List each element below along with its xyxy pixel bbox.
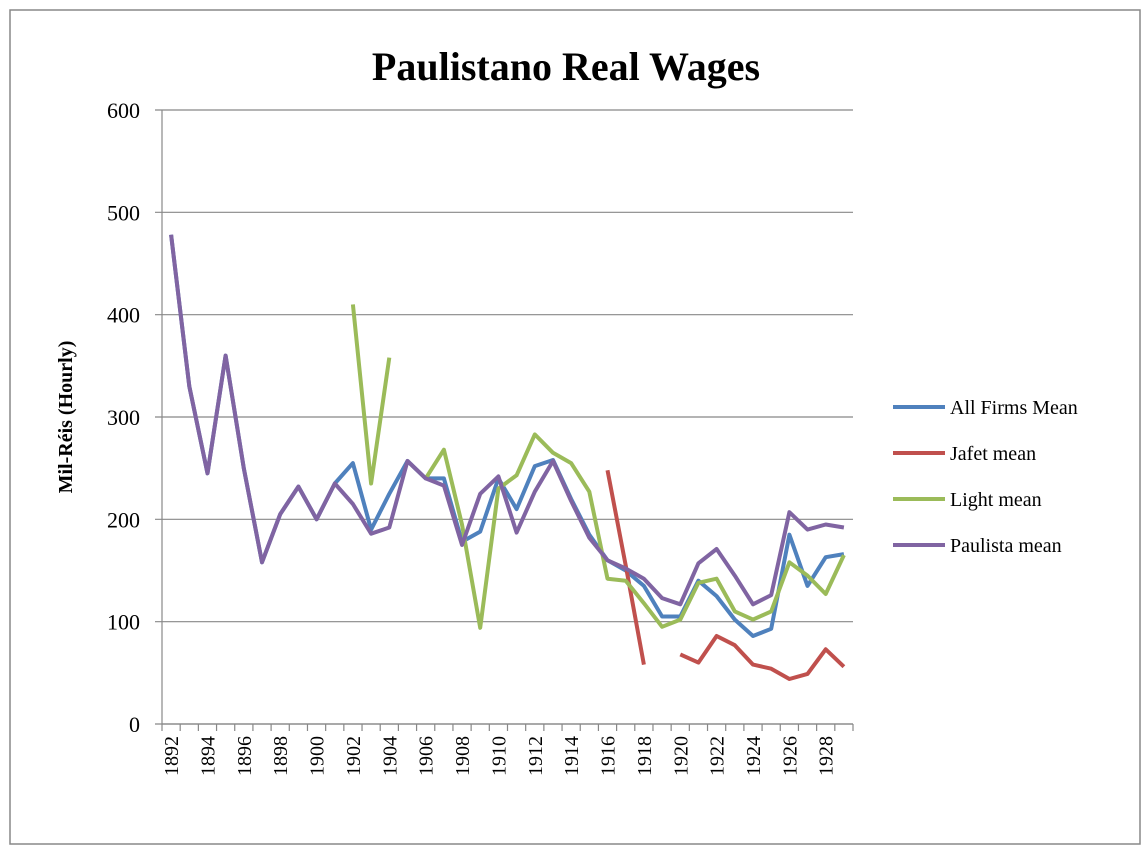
x-tick-label: 1900: [307, 736, 329, 776]
chart-title: Paulistano Real Wages: [372, 44, 760, 89]
y-tick-label: 0: [129, 712, 140, 737]
x-tick-label: 1916: [598, 736, 620, 776]
series-line: [350, 304, 846, 630]
series-line: [605, 469, 846, 681]
x-tick-label: 1914: [561, 736, 583, 776]
y-tick-label: 200: [107, 507, 140, 532]
x-tick-label: 1928: [816, 736, 838, 776]
x-tick-label: 1924: [743, 736, 765, 776]
y-axis-label: Mil-Réis (Hourly): [55, 341, 77, 494]
x-tick-label: 1906: [416, 736, 438, 776]
x-tick-label: 1926: [779, 736, 801, 776]
legend-label: Light mean: [950, 489, 1042, 511]
x-tick-label: 1904: [379, 736, 401, 776]
series-line: [169, 234, 845, 607]
x-tick-label: 1898: [270, 736, 292, 776]
chart-frame: [9, 9, 1141, 845]
x-tick-label: 1892: [161, 736, 183, 776]
y-tick-label: 600: [107, 98, 140, 123]
x-tick-label: 1910: [488, 736, 510, 776]
x-tick-label: 1912: [525, 736, 547, 776]
x-tick-label: 1902: [343, 736, 365, 776]
x-tick-label: 1918: [634, 736, 656, 776]
x-tick-label: 1920: [670, 736, 692, 776]
x-tick-label: 1894: [197, 736, 219, 776]
y-tick-label: 300: [107, 405, 140, 430]
y-tick-label: 400: [107, 303, 140, 328]
x-tick-label: 1896: [234, 736, 256, 776]
y-tick-label: 100: [107, 610, 140, 635]
legend-label: All Firms Mean: [950, 397, 1078, 419]
legend-label: Paulista mean: [950, 535, 1062, 557]
y-tick-label: 500: [107, 200, 140, 225]
legend-label: Jafet mean: [950, 443, 1036, 465]
x-tick-label: 1908: [452, 736, 474, 776]
x-tick-label: 1922: [707, 736, 729, 776]
